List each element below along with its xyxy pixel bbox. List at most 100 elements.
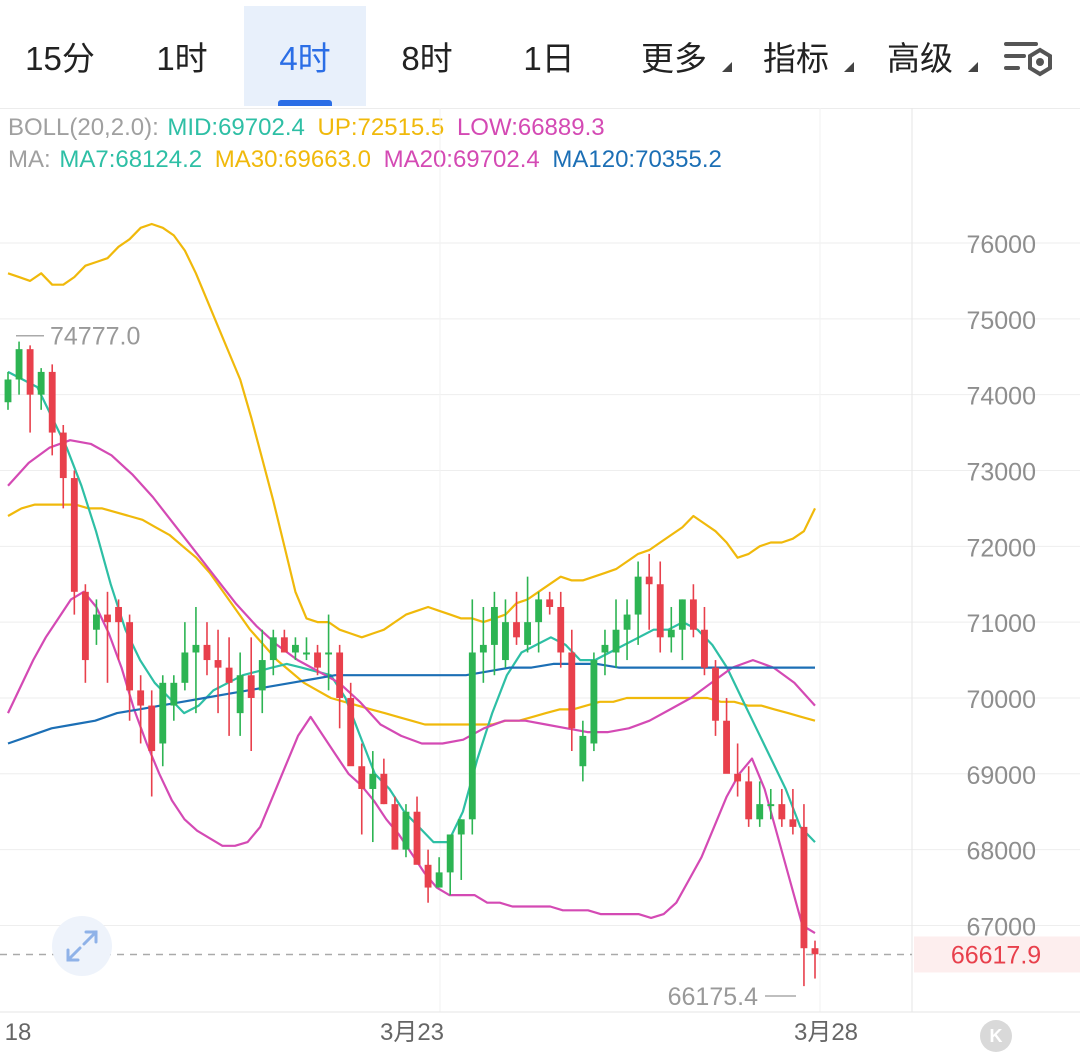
candle-body <box>247 675 255 698</box>
tab-15min[interactable]: 15分 <box>0 6 120 106</box>
candle-body <box>557 606 565 653</box>
candle-body <box>546 599 554 607</box>
tab-1d-label: 1日 <box>523 40 575 77</box>
tab-1h-label: 1时 <box>156 40 208 77</box>
candle-body <box>137 690 145 706</box>
candle-body <box>568 652 576 729</box>
candle-body <box>468 652 476 820</box>
candle-body <box>479 644 487 653</box>
ma30-value: MA30:69663.0 <box>214 146 371 173</box>
candle-body <box>634 576 642 615</box>
active-tab-indicator <box>278 100 332 106</box>
candlestick-chart[interactable]: 76000 75000 74000 73000 72000 71000 70000 69000… <box>0 108 1080 1043</box>
candle-body <box>314 652 321 668</box>
series-line-low <box>7 590 816 935</box>
tab-1d[interactable]: 1日 <box>488 6 610 106</box>
high-marker-label: 74777.0 <box>50 323 140 351</box>
tab-more[interactable]: 更多 <box>630 6 732 106</box>
tab-15min-label: 15分 <box>25 40 95 77</box>
candle-body <box>26 349 34 395</box>
candle-body <box>457 819 465 835</box>
candle-body <box>269 637 277 661</box>
candle-body <box>612 629 620 653</box>
candle-body <box>48 371 56 433</box>
candle-body <box>667 629 675 638</box>
candle-body <box>104 614 111 623</box>
candle-body <box>291 644 299 653</box>
y-tick-label: 72000 <box>966 534 1036 562</box>
candle-body <box>502 622 509 661</box>
tab-indicators-label: 指标 <box>763 40 829 77</box>
candle-body <box>81 591 89 661</box>
candle-body <box>413 811 421 865</box>
candle-body <box>15 349 23 380</box>
candle-body <box>358 766 366 789</box>
candle-body <box>303 652 310 655</box>
y-tick-label: 68000 <box>966 838 1036 866</box>
ma20-value: MA20:69702.4 <box>383 146 540 173</box>
tab-1h[interactable]: 1时 <box>120 6 244 106</box>
candle-body <box>623 614 631 630</box>
candle-body <box>678 599 686 630</box>
last-price-label: 66617.9 <box>951 941 1041 969</box>
boll-low-value: LOW:66889.3 <box>456 114 605 141</box>
ma120-value: MA120:70355.2 <box>552 146 722 173</box>
y-tick-label: 76000 <box>966 231 1036 259</box>
candle-body <box>446 834 454 873</box>
candle-body <box>513 622 520 638</box>
candle-body <box>435 872 443 888</box>
series-line-mid <box>7 503 816 726</box>
series-line-up <box>7 222 816 639</box>
series-line-ma120 <box>7 662 815 745</box>
boll-up-value: UP:72515.5 <box>317 114 445 141</box>
candle-body <box>325 652 333 655</box>
candle-body <box>767 804 775 807</box>
candle-body <box>601 644 609 653</box>
candle-body <box>93 614 100 630</box>
dropdown-caret-icon <box>968 62 978 72</box>
candle-body <box>148 705 156 752</box>
y-tick-label: 71000 <box>966 610 1036 638</box>
tab-8h-label: 8时 <box>401 40 453 77</box>
tab-indicators[interactable]: 指标 <box>752 6 854 106</box>
candle-body <box>181 652 189 683</box>
candle-body <box>745 781 753 820</box>
low-marker-label: 66175.4 <box>668 983 758 1011</box>
candle-body <box>126 622 134 691</box>
candle-body <box>402 811 410 850</box>
candle-body <box>490 606 498 645</box>
candle-body <box>59 432 67 479</box>
candle-body <box>712 667 719 721</box>
candle-body <box>689 599 697 630</box>
dropdown-caret-icon <box>722 62 732 72</box>
expand-button[interactable] <box>52 916 112 976</box>
tab-8h[interactable]: 8时 <box>366 6 488 106</box>
y-tick-label: 73000 <box>966 458 1036 486</box>
chart-settings-icon[interactable] <box>1000 36 1056 80</box>
candle-body <box>424 864 432 888</box>
tab-more-label: 更多 <box>641 40 707 77</box>
x-tick-label: 3月23 <box>380 1019 444 1043</box>
candle-body <box>225 667 233 683</box>
indicator-legend: BOLL(20,2.0): MID:69702.4 UP:72515.5 LOW… <box>8 112 728 176</box>
chart-watermark-badge: K <box>980 1020 1012 1052</box>
candle-body <box>70 478 78 592</box>
candle-body <box>645 576 653 585</box>
y-tick-label: 74000 <box>966 383 1036 411</box>
candle-body <box>579 735 587 767</box>
tab-advanced[interactable]: 高级 <box>876 6 978 106</box>
candle-body <box>590 660 598 744</box>
ma7-value: MA7:68124.2 <box>59 146 203 173</box>
candle-body <box>159 682 167 744</box>
candle-body <box>214 660 222 668</box>
ma-label: MA: <box>8 146 51 173</box>
candle-body <box>811 948 819 955</box>
timeframe-tab-bar: 15分 1时 4时 8时 1日 更多 指标 高级 <box>0 0 1080 109</box>
candle-body <box>236 675 244 714</box>
dropdown-caret-icon <box>844 62 854 72</box>
y-tick-label: 75000 <box>966 307 1036 335</box>
candle-body <box>4 379 12 403</box>
tab-4h[interactable]: 4时 <box>244 6 366 106</box>
expand-arrows-icon <box>66 930 98 962</box>
tab-4h-label: 4时 <box>279 40 331 77</box>
